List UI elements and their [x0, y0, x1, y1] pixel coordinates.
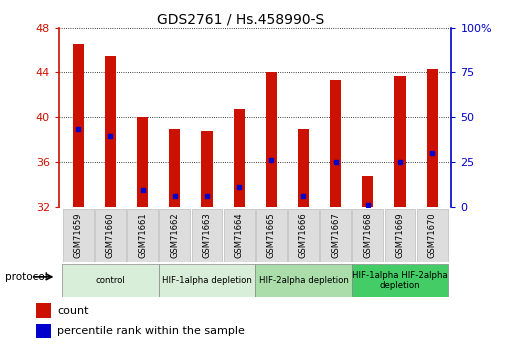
Text: GSM71665: GSM71665: [267, 213, 276, 258]
Bar: [233, 109, 245, 207]
Text: GSM71662: GSM71662: [170, 213, 180, 258]
Text: HIF-1alpha HIF-2alpha
depletion: HIF-1alpha HIF-2alpha depletion: [352, 270, 448, 290]
Bar: [160, 209, 190, 262]
Text: protocol: protocol: [5, 272, 48, 282]
Bar: [201, 131, 212, 207]
Text: GSM71669: GSM71669: [396, 213, 404, 258]
Text: GDS2761 / Hs.458990-S: GDS2761 / Hs.458990-S: [157, 12, 325, 26]
Bar: [36, 324, 51, 338]
Bar: [352, 209, 383, 262]
Text: GSM71663: GSM71663: [203, 213, 211, 258]
Bar: [298, 128, 309, 207]
Bar: [256, 209, 287, 262]
Bar: [95, 209, 126, 262]
Bar: [62, 264, 159, 297]
Text: GSM71666: GSM71666: [299, 213, 308, 258]
Bar: [426, 69, 438, 207]
Text: HIF-1alpha depletion: HIF-1alpha depletion: [162, 276, 252, 285]
Text: percentile rank within the sample: percentile rank within the sample: [57, 326, 245, 336]
Bar: [159, 264, 255, 297]
Bar: [137, 117, 148, 207]
Text: count: count: [57, 306, 89, 315]
Bar: [255, 264, 352, 297]
Bar: [288, 209, 319, 262]
Text: GSM71661: GSM71661: [138, 213, 147, 258]
Text: GSM71660: GSM71660: [106, 213, 115, 258]
Bar: [394, 76, 406, 207]
Bar: [224, 209, 254, 262]
Bar: [63, 209, 94, 262]
Bar: [330, 80, 341, 207]
Text: GSM71667: GSM71667: [331, 213, 340, 258]
Bar: [320, 209, 351, 262]
Bar: [417, 209, 447, 262]
Text: GSM71670: GSM71670: [428, 213, 437, 258]
Bar: [105, 56, 116, 207]
Bar: [385, 209, 416, 262]
Bar: [127, 209, 158, 262]
Text: GSM71668: GSM71668: [363, 213, 372, 258]
Bar: [73, 45, 84, 207]
Bar: [36, 303, 51, 317]
Bar: [169, 128, 181, 207]
Bar: [191, 209, 223, 262]
Text: GSM71659: GSM71659: [74, 213, 83, 258]
Text: GSM71664: GSM71664: [234, 213, 244, 258]
Bar: [362, 176, 373, 207]
Bar: [266, 72, 277, 207]
Bar: [352, 264, 448, 297]
Text: HIF-2alpha depletion: HIF-2alpha depletion: [259, 276, 348, 285]
Text: control: control: [95, 276, 125, 285]
